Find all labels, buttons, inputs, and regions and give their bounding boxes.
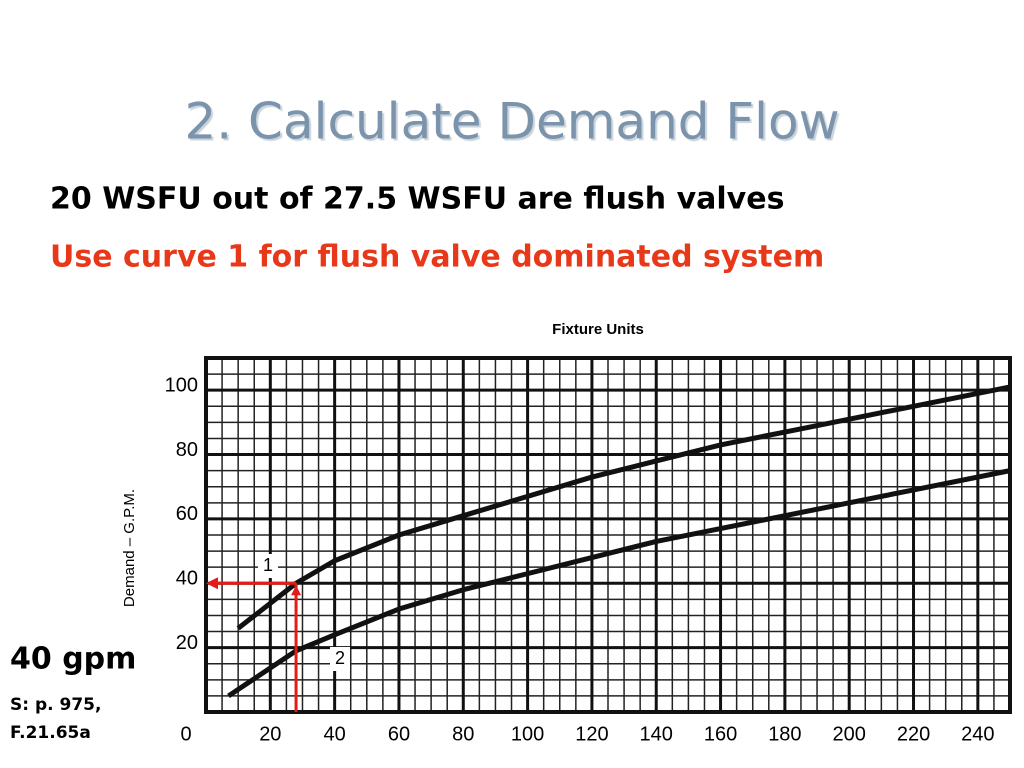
x-tick-label: 120 bbox=[575, 723, 608, 745]
marker-arrow bbox=[206, 577, 218, 590]
x-tick-label: 240 bbox=[961, 723, 994, 745]
x-tick-label: 180 bbox=[768, 723, 801, 745]
curve-label-bg bbox=[330, 647, 350, 671]
x-tick-label: 100 bbox=[511, 723, 544, 745]
x-tick-label: 80 bbox=[452, 723, 474, 745]
y-tick-label: 40 bbox=[176, 568, 198, 590]
x-tick-label: 20 bbox=[259, 723, 281, 745]
y-tick-label: 60 bbox=[176, 503, 198, 525]
text-line: 20 WSFU out of 27.5 WSFU are flush valve… bbox=[50, 182, 784, 217]
x-tick-label: 40 bbox=[324, 723, 346, 745]
curve-label-bg bbox=[258, 554, 278, 578]
x-tick-label: 220 bbox=[897, 723, 930, 745]
curve bbox=[236, 384, 1011, 631]
y-tick-label: 100 bbox=[165, 374, 198, 396]
marker-label: 40 gpm bbox=[10, 642, 136, 677]
x-tick-label: 160 bbox=[704, 723, 737, 745]
marker-arrow bbox=[291, 585, 302, 596]
x-tick-label: 140 bbox=[640, 723, 673, 745]
x-axis-label: Fixture Units bbox=[552, 321, 644, 338]
slide-title: 2. Calculate Demand Flow bbox=[184, 93, 839, 151]
y-tick-label: 20 bbox=[176, 632, 198, 654]
curve-label: 1 bbox=[263, 555, 273, 575]
y-tick-label: 80 bbox=[176, 439, 198, 461]
curve-label: 2 bbox=[335, 648, 345, 668]
curve bbox=[227, 468, 1011, 698]
source-text: S: p. 975, bbox=[10, 695, 101, 715]
x-tick-label: 60 bbox=[388, 723, 410, 745]
x-tick-label: 0 bbox=[180, 723, 191, 745]
plot-frame bbox=[204, 356, 1012, 714]
y-axis-label: Demand – G.P.M. bbox=[121, 489, 138, 607]
x-tick-label: 200 bbox=[833, 723, 866, 745]
source-text: F.21.65a bbox=[10, 723, 91, 743]
text-line: Use curve 1 for flush valve dominated sy… bbox=[50, 240, 824, 275]
